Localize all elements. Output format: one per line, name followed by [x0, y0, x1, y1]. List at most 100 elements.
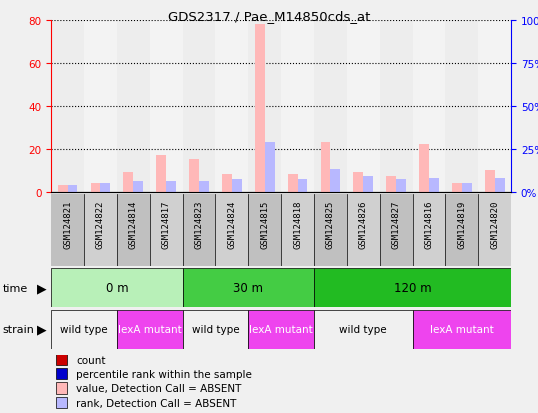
Bar — [288, 175, 298, 192]
Bar — [84, 194, 117, 266]
Text: GSM124821: GSM124821 — [63, 200, 72, 248]
Bar — [321, 143, 330, 192]
Text: GSM124816: GSM124816 — [424, 200, 434, 248]
Bar — [215, 21, 248, 192]
Bar — [84, 21, 117, 192]
Bar — [215, 194, 248, 266]
Bar — [281, 21, 314, 192]
Text: wild type: wild type — [60, 324, 108, 335]
Text: GSM124822: GSM124822 — [96, 200, 105, 248]
Bar — [494, 178, 505, 192]
Bar — [380, 21, 413, 192]
Text: GSM124817: GSM124817 — [161, 200, 171, 248]
Text: time: time — [3, 283, 28, 293]
Bar — [56, 382, 67, 394]
Text: wild type: wild type — [339, 324, 387, 335]
Bar — [56, 354, 67, 366]
Bar — [265, 142, 274, 192]
Bar — [90, 183, 101, 192]
Text: 0 m: 0 m — [105, 282, 128, 294]
Bar — [353, 173, 363, 192]
Text: lexA mutant: lexA mutant — [249, 324, 313, 335]
Text: wild type: wild type — [192, 324, 239, 335]
Text: percentile rank within the sample: percentile rank within the sample — [76, 369, 252, 379]
Bar — [182, 21, 215, 192]
Bar — [117, 194, 150, 266]
Bar — [51, 21, 84, 192]
Bar — [347, 21, 380, 192]
Bar — [314, 194, 347, 266]
Text: lexA mutant: lexA mutant — [430, 324, 494, 335]
Bar — [199, 182, 209, 192]
Text: GSM124820: GSM124820 — [490, 200, 499, 248]
Bar — [462, 183, 472, 192]
Bar — [478, 194, 511, 266]
Bar — [51, 268, 182, 308]
Bar — [222, 175, 232, 192]
Bar — [56, 368, 67, 380]
Bar — [150, 21, 182, 192]
Text: rank, Detection Call = ABSENT: rank, Detection Call = ABSENT — [76, 398, 237, 408]
Bar — [182, 268, 314, 308]
Bar — [413, 194, 445, 266]
Text: GSM124819: GSM124819 — [457, 200, 466, 248]
Bar — [347, 194, 380, 266]
Bar — [386, 177, 396, 192]
Bar — [419, 145, 429, 192]
Bar — [133, 182, 143, 192]
Bar — [330, 170, 340, 192]
Bar — [117, 21, 150, 192]
Text: GSM124826: GSM124826 — [359, 200, 368, 248]
Text: value, Detection Call = ABSENT: value, Detection Call = ABSENT — [76, 383, 242, 393]
Bar — [485, 171, 494, 192]
Bar — [413, 310, 511, 349]
Text: GSM124814: GSM124814 — [129, 200, 138, 248]
Bar — [314, 268, 511, 308]
Bar — [429, 178, 439, 192]
Bar — [56, 397, 67, 408]
Bar — [117, 310, 182, 349]
Text: GSM124827: GSM124827 — [392, 200, 401, 248]
Bar — [314, 310, 413, 349]
Bar — [166, 182, 176, 192]
Bar — [298, 180, 307, 192]
Bar — [255, 25, 265, 192]
Bar — [232, 180, 242, 192]
Bar — [189, 160, 199, 192]
Bar — [445, 21, 478, 192]
Text: GSM124815: GSM124815 — [260, 200, 269, 248]
Text: strain: strain — [3, 324, 34, 335]
Text: GDS2317 / Pae_M14850cds_at: GDS2317 / Pae_M14850cds_at — [168, 10, 370, 23]
Text: 120 m: 120 m — [394, 282, 431, 294]
Bar — [182, 194, 215, 266]
Bar — [478, 21, 511, 192]
Bar — [51, 194, 84, 266]
Bar — [380, 194, 413, 266]
Bar — [413, 21, 445, 192]
Bar — [281, 194, 314, 266]
Bar — [363, 177, 373, 192]
Bar — [101, 183, 110, 192]
Bar — [452, 183, 462, 192]
Bar — [150, 194, 182, 266]
Bar — [156, 156, 166, 192]
Text: ▶: ▶ — [37, 323, 47, 336]
Text: count: count — [76, 355, 106, 365]
Text: GSM124825: GSM124825 — [326, 200, 335, 248]
Bar — [248, 194, 281, 266]
Bar — [68, 185, 77, 192]
Text: GSM124818: GSM124818 — [293, 200, 302, 248]
Bar — [182, 310, 248, 349]
Bar — [445, 194, 478, 266]
Bar — [51, 310, 117, 349]
Bar — [58, 185, 68, 192]
Bar — [248, 21, 281, 192]
Text: ▶: ▶ — [37, 282, 47, 294]
Text: 30 m: 30 m — [233, 282, 263, 294]
Text: GSM124823: GSM124823 — [194, 200, 203, 248]
Text: GSM124824: GSM124824 — [228, 200, 236, 248]
Text: lexA mutant: lexA mutant — [118, 324, 181, 335]
Bar — [123, 173, 133, 192]
Bar — [248, 310, 314, 349]
Bar — [314, 21, 347, 192]
